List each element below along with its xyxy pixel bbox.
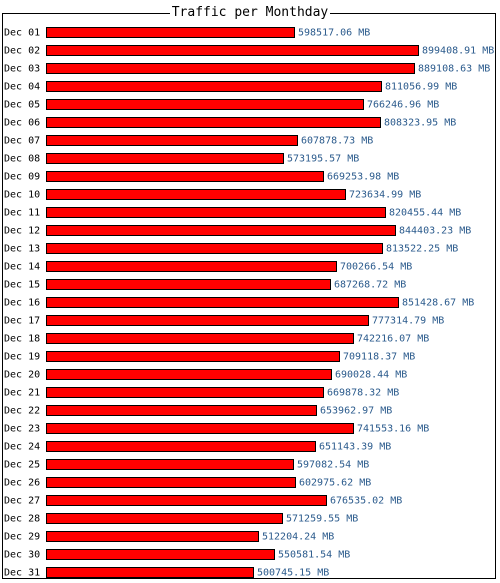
bar bbox=[46, 189, 346, 200]
category-label: Dec 05 bbox=[4, 100, 40, 111]
bar bbox=[46, 261, 337, 272]
category-label: Dec 29 bbox=[4, 532, 40, 543]
bar bbox=[46, 135, 298, 146]
value-label: 723634.99 MB bbox=[349, 190, 421, 201]
category-label: Dec 07 bbox=[4, 136, 40, 147]
bar bbox=[46, 387, 324, 398]
category-label: Dec 01 bbox=[4, 28, 40, 39]
bar bbox=[46, 459, 294, 470]
value-label: 669878.32 MB bbox=[327, 388, 399, 399]
bar bbox=[46, 369, 332, 380]
value-label: 550581.54 MB bbox=[278, 550, 350, 561]
bar bbox=[46, 549, 275, 560]
value-label: 651143.39 MB bbox=[319, 442, 391, 453]
bar bbox=[46, 81, 382, 92]
category-label: Dec 25 bbox=[4, 460, 40, 471]
value-label: 808323.95 MB bbox=[384, 118, 456, 129]
value-label: 844403.23 MB bbox=[399, 226, 471, 237]
bar bbox=[46, 567, 254, 578]
value-label: 571259.55 MB bbox=[286, 514, 358, 525]
category-label: Dec 30 bbox=[4, 550, 40, 561]
value-label: 700266.54 MB bbox=[340, 262, 412, 273]
category-label: Dec 19 bbox=[4, 352, 40, 363]
value-label: 687268.72 MB bbox=[334, 280, 406, 291]
value-label: 766246.96 MB bbox=[367, 100, 439, 111]
category-label: Dec 20 bbox=[4, 370, 40, 381]
category-label: Dec 11 bbox=[4, 208, 40, 219]
category-label: Dec 15 bbox=[4, 280, 40, 291]
category-label: Dec 23 bbox=[4, 424, 40, 435]
bar bbox=[46, 495, 327, 506]
category-label: Dec 26 bbox=[4, 478, 40, 489]
bar bbox=[46, 315, 369, 326]
category-label: Dec 17 bbox=[4, 316, 40, 327]
bar bbox=[46, 405, 317, 416]
bar bbox=[46, 153, 284, 164]
value-label: 607878.73 MB bbox=[301, 136, 373, 147]
category-label: Dec 27 bbox=[4, 496, 40, 507]
category-label: Dec 18 bbox=[4, 334, 40, 345]
bar bbox=[46, 117, 381, 128]
value-label: 653962.97 MB bbox=[320, 406, 392, 417]
category-label: Dec 12 bbox=[4, 226, 40, 237]
value-label: 690028.44 MB bbox=[335, 370, 407, 381]
value-label: 573195.57 MB bbox=[287, 154, 359, 165]
bar bbox=[46, 441, 316, 452]
bar bbox=[46, 423, 354, 434]
bar bbox=[46, 207, 386, 218]
value-label: 676535.02 MB bbox=[330, 496, 402, 507]
value-label: 512204.24 MB bbox=[262, 532, 334, 543]
value-label: 820455.44 MB bbox=[389, 208, 461, 219]
bar bbox=[46, 531, 259, 542]
category-label: Dec 24 bbox=[4, 442, 40, 453]
bar bbox=[46, 63, 415, 74]
value-label: 811056.99 MB bbox=[385, 82, 457, 93]
value-label: 813522.25 MB bbox=[386, 244, 458, 255]
value-label: 777314.79 MB bbox=[372, 316, 444, 327]
value-label: 598517.06 MB bbox=[298, 28, 370, 39]
category-label: Dec 21 bbox=[4, 388, 40, 399]
value-label: 602975.62 MB bbox=[299, 478, 371, 489]
category-label: Dec 13 bbox=[4, 244, 40, 255]
category-label: Dec 22 bbox=[4, 406, 40, 417]
category-label: Dec 06 bbox=[4, 118, 40, 129]
category-label: Dec 16 bbox=[4, 298, 40, 309]
bar bbox=[46, 45, 419, 56]
value-label: 742216.07 MB bbox=[357, 334, 429, 345]
category-label: Dec 08 bbox=[4, 154, 40, 165]
bar bbox=[46, 27, 295, 38]
value-label: 851428.67 MB bbox=[402, 298, 474, 309]
bar bbox=[46, 513, 283, 524]
value-label: 709118.37 MB bbox=[343, 352, 415, 363]
value-label: 889108.63 MB bbox=[418, 64, 490, 75]
value-label: 597082.54 MB bbox=[297, 460, 369, 471]
category-label: Dec 10 bbox=[4, 190, 40, 201]
bar bbox=[46, 225, 396, 236]
chart-title: Traffic per Monthday bbox=[169, 5, 331, 20]
bar bbox=[46, 351, 340, 362]
bar bbox=[46, 243, 383, 254]
category-label: Dec 09 bbox=[4, 172, 40, 183]
category-label: Dec 02 bbox=[4, 46, 40, 57]
bar bbox=[46, 99, 364, 110]
bar bbox=[46, 477, 296, 488]
bar bbox=[46, 171, 324, 182]
value-label: 500745.15 MB bbox=[257, 568, 329, 579]
bar bbox=[46, 333, 354, 344]
value-label: 899408.91 MB bbox=[422, 46, 494, 57]
category-label: Dec 14 bbox=[4, 262, 40, 273]
bar bbox=[46, 279, 331, 290]
bar bbox=[46, 297, 399, 308]
category-label: Dec 28 bbox=[4, 514, 40, 525]
category-label: Dec 31 bbox=[4, 568, 40, 579]
value-label: 741553.16 MB bbox=[357, 424, 429, 435]
category-label: Dec 04 bbox=[4, 82, 40, 93]
category-label: Dec 03 bbox=[4, 64, 40, 75]
value-label: 669253.98 MB bbox=[327, 172, 399, 183]
